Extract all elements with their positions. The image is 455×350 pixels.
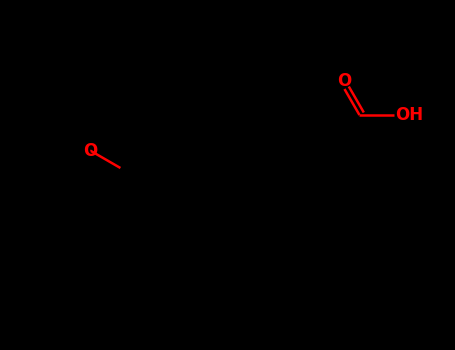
- Text: O: O: [83, 141, 97, 160]
- Text: OH: OH: [395, 106, 424, 124]
- Text: O: O: [337, 72, 352, 90]
